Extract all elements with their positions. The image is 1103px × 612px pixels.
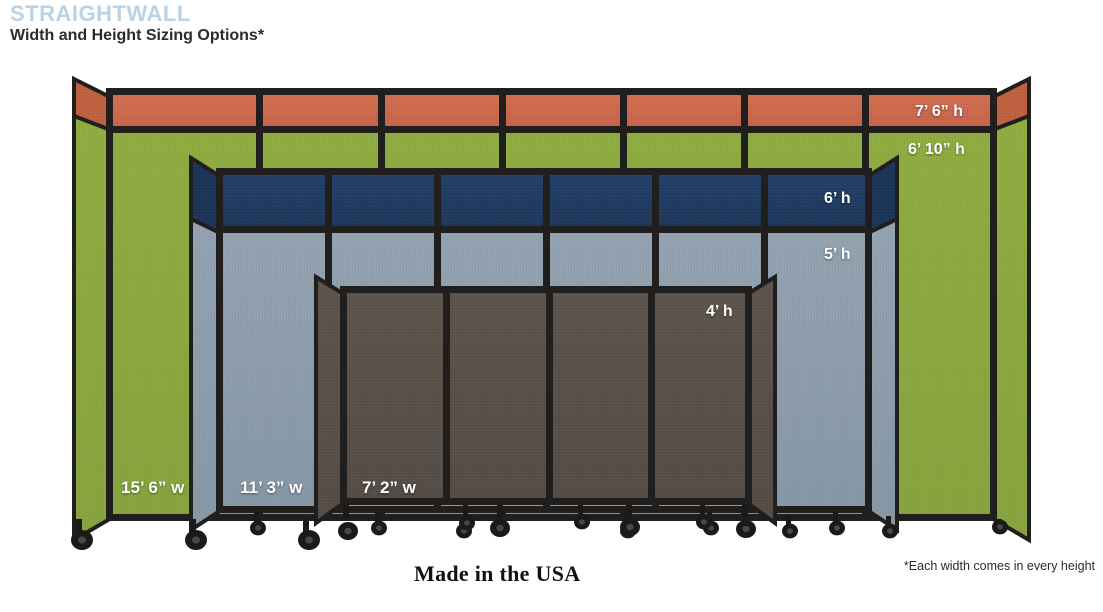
- caster: [620, 505, 640, 536]
- caster: [371, 512, 387, 536]
- caster: [71, 519, 93, 550]
- caster: [298, 519, 320, 550]
- caster: [250, 512, 266, 536]
- caster: [459, 505, 475, 531]
- caster: [992, 519, 1008, 535]
- caster: [696, 505, 712, 530]
- page-title: STRAIGHTWALL: [10, 1, 191, 26]
- caster: [574, 505, 590, 530]
- caster: [782, 516, 798, 539]
- header: STRAIGHTWALL Width and Height Sizing Opt…: [10, 2, 264, 45]
- made-in-usa-text: Made in the USA: [414, 561, 581, 586]
- caster: [490, 505, 510, 537]
- wall-inner: [314, 273, 777, 527]
- footnote-text: *Each width comes in every height: [903, 559, 1095, 573]
- page-subtitle: Width and Height Sizing Options*: [10, 27, 265, 45]
- caster: [185, 519, 207, 550]
- caster-group: [71, 505, 1008, 550]
- caster: [338, 505, 358, 540]
- caster: [736, 505, 756, 538]
- caster: [882, 516, 898, 539]
- caster: [829, 512, 845, 536]
